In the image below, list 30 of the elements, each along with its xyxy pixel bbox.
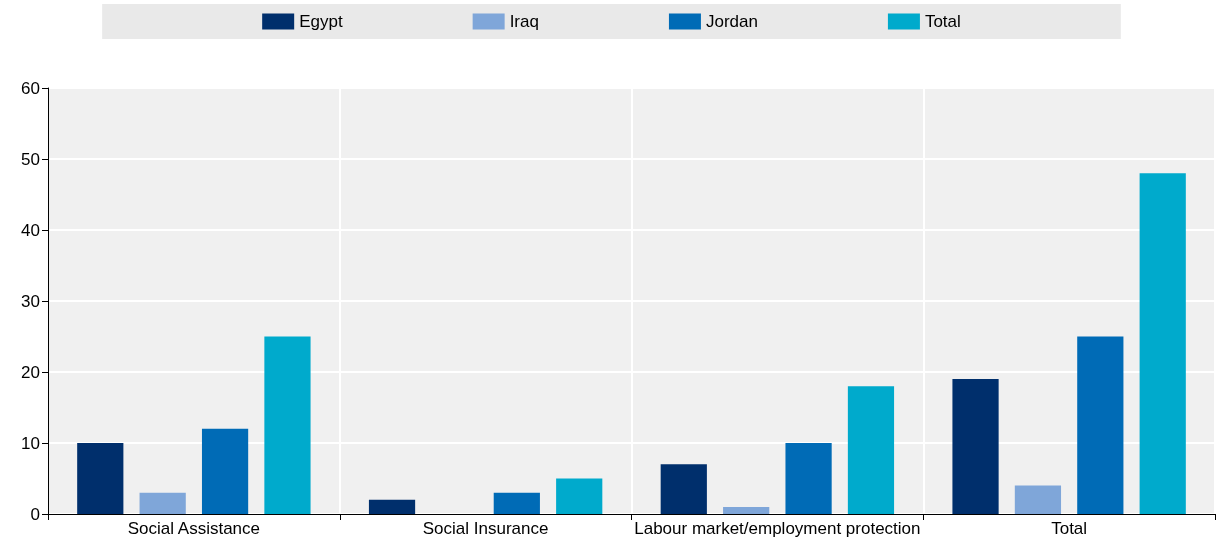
bar: [660, 464, 707, 514]
bar: [785, 443, 832, 514]
y-tick-label: 20: [21, 362, 40, 382]
x-tick-label: Social Insurance: [422, 519, 549, 538]
y-tick-label: 30: [21, 291, 40, 311]
bar: [77, 443, 124, 514]
y-tick-label: 0: [30, 504, 40, 524]
bar: [847, 386, 895, 514]
bar: [1014, 485, 1062, 514]
bar: [264, 336, 311, 514]
bar: [493, 492, 540, 514]
bar: [556, 478, 603, 514]
x-tick-label: Labour market/employment protection: [634, 519, 921, 538]
y-tick-label: 50: [21, 149, 40, 169]
x-tick-label: Total: [1051, 519, 1088, 538]
y-tick-label: 60: [21, 78, 40, 98]
bar: [139, 492, 186, 514]
x-tick-label: Social Assistance: [127, 519, 261, 538]
bar: [1139, 173, 1186, 514]
bar: [723, 506, 770, 514]
legend-label: Total: [924, 12, 961, 31]
legend-label: Iraq: [509, 12, 539, 31]
bar: [368, 499, 416, 514]
bar: [1077, 336, 1124, 514]
legend-label: Jordan: [705, 12, 758, 31]
bar: [201, 428, 249, 514]
bar: [952, 379, 999, 514]
y-tick-label: 10: [21, 433, 40, 453]
legend-label: Egypt: [299, 12, 343, 31]
y-tick-label: 40: [21, 220, 40, 240]
